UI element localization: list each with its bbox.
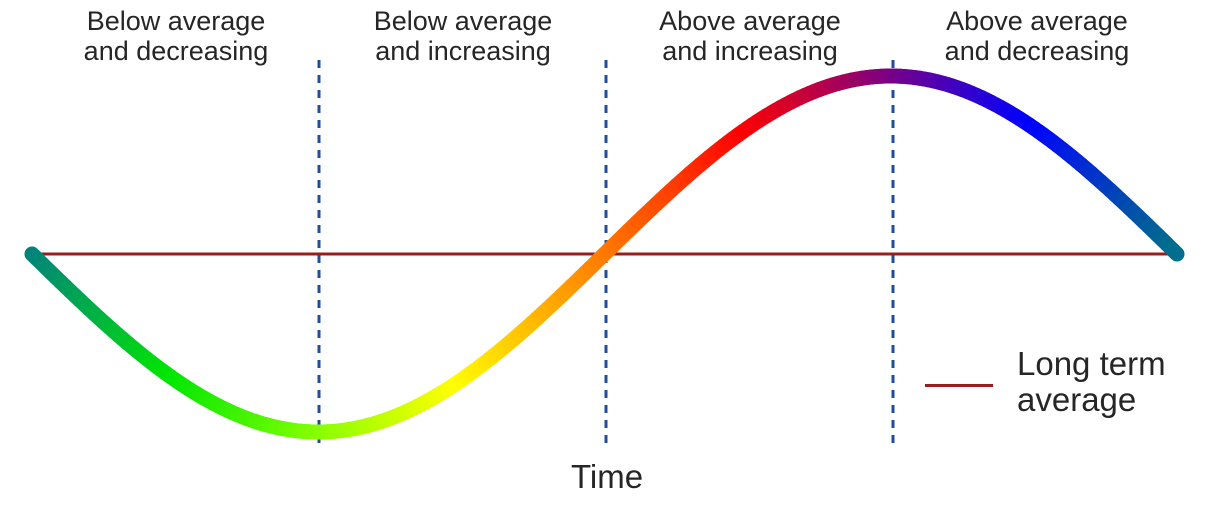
legend-swatch <box>925 384 993 387</box>
phase-label-3-line2: and increasing <box>662 36 838 66</box>
cycle-curve-segment <box>1164 241 1185 262</box>
phase-label-3: Above average and increasing <box>620 6 880 66</box>
phase-label-2-line1: Below average <box>373 6 553 36</box>
phase-label-1-line2: and decreasing <box>83 36 269 66</box>
phase-label-4: Above average and decreasing <box>907 6 1167 66</box>
legend-text-line1: Long term <box>1017 345 1166 382</box>
phase-label-1-line1: Below average <box>86 6 266 36</box>
legend: Long term average <box>920 346 1200 426</box>
x-axis-label: Time <box>570 458 644 495</box>
phase-label-2: Below average and increasing <box>333 6 593 66</box>
phase-label-4-line1: Above average <box>946 6 1128 36</box>
phase-label-3-line1: Above average <box>659 6 841 36</box>
phase-label-1: Below average and decreasing <box>46 6 306 66</box>
legend-text-line2: average <box>1017 381 1137 418</box>
legend-text: Long term average <box>1017 346 1166 418</box>
phase-label-2-line2: and increasing <box>375 36 551 66</box>
cycle-curve <box>24 68 1185 440</box>
phase-label-4-line2: and decreasing <box>944 36 1130 66</box>
